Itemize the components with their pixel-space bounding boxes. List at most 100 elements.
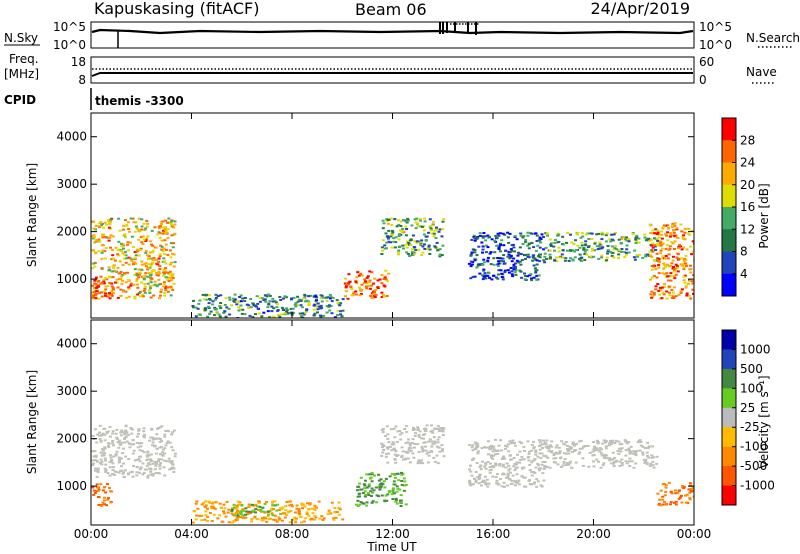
velocity-cell (682, 485, 686, 488)
velocity-cell (393, 473, 397, 476)
velocity-cell (337, 513, 341, 516)
velocity-cell (541, 472, 545, 475)
power-cell (280, 306, 284, 309)
power-cell (208, 298, 211, 300)
power-cell (109, 234, 113, 237)
velocity-cell (486, 440, 490, 443)
power-cell (206, 315, 210, 318)
power-cell (354, 279, 358, 282)
velocity-cell (105, 431, 109, 433)
velocity-cell (103, 439, 107, 442)
power-cell (518, 260, 522, 263)
power-cell (202, 298, 206, 301)
power-cell (612, 256, 616, 259)
velocity-cell (597, 441, 600, 444)
velocity-cell (290, 505, 294, 508)
power-cell (496, 273, 500, 276)
power-cell (293, 303, 297, 306)
velocity-cell (686, 501, 690, 504)
power-cell (666, 257, 670, 260)
velocity-cell (488, 466, 492, 468)
power-cell (109, 218, 113, 221)
velocity-cell (417, 434, 421, 436)
power-cell (533, 267, 537, 270)
power-cell (319, 296, 323, 299)
power-cell (249, 298, 253, 300)
velocity-cell (593, 449, 597, 452)
nave-tick-top: 60 (699, 55, 714, 69)
power-cell (142, 275, 146, 278)
power-cell (497, 269, 501, 272)
velocity-cell (538, 448, 542, 451)
velocity-cell (502, 481, 506, 484)
power-cell (168, 263, 172, 266)
velocity-cell (163, 447, 167, 450)
velocity-cell (537, 469, 541, 472)
velocity-cell (147, 458, 151, 461)
power-cell (679, 245, 682, 248)
velocity-cell (121, 472, 125, 475)
velocity-cell (474, 471, 478, 473)
velocity-cell (375, 501, 379, 504)
power-cell (499, 242, 503, 245)
velocity-cell (99, 483, 103, 486)
power-cell (576, 233, 579, 236)
velocity-cell (404, 503, 408, 506)
velocity-cell (139, 442, 143, 445)
power-cell (141, 293, 145, 296)
velocity-cell (167, 457, 171, 460)
velocity-cell (542, 439, 545, 442)
power-cell (650, 244, 654, 247)
velocity-cell (509, 483, 513, 485)
power-cell (675, 227, 679, 230)
power-cell (610, 238, 614, 241)
power-cell (132, 246, 135, 248)
velocity-cell (95, 459, 99, 462)
velocity-cell (624, 454, 628, 457)
velocity-cell (470, 474, 474, 477)
power-cell (110, 258, 114, 261)
power-cell (671, 267, 675, 270)
power-cell (281, 297, 285, 300)
power-cell (108, 297, 112, 300)
velocity-cell (556, 463, 560, 466)
power-cell (137, 292, 141, 295)
power-cell (509, 248, 513, 251)
power-cell (278, 296, 282, 298)
velocity-cell (580, 447, 584, 450)
velocity-cell (502, 455, 506, 458)
velocity-cell (103, 503, 107, 506)
power-cell (641, 256, 645, 259)
velocity-cell (491, 450, 495, 453)
power-cell (137, 217, 141, 220)
velocity-cell (638, 449, 642, 452)
power-cell (133, 258, 137, 261)
power-cell (170, 261, 174, 264)
power-cell (249, 306, 253, 309)
power-cell (514, 273, 518, 276)
velocity-cell (98, 462, 102, 465)
velocity-cell (511, 442, 515, 445)
velocity-cell (138, 449, 142, 452)
power-cell (414, 221, 418, 224)
velocity-cell (321, 519, 325, 521)
velocity-cell (612, 461, 616, 464)
velocity-cell (137, 429, 141, 432)
velocity-cell (204, 504, 208, 507)
power-cell (241, 297, 245, 300)
power-cell (373, 291, 377, 294)
velocity-cell (153, 468, 157, 471)
power-cell (225, 306, 229, 309)
power-cell (434, 227, 438, 230)
power-cell (390, 223, 394, 226)
power-cell (149, 265, 153, 267)
velocity-cell (435, 454, 439, 457)
velocity-cell (496, 483, 500, 486)
power-cell (538, 246, 542, 249)
velocity-cell (154, 437, 158, 440)
velocity-cell (414, 432, 417, 435)
velocity-cell (146, 474, 150, 477)
power-cell (114, 246, 118, 249)
velocity-cell (295, 507, 299, 510)
